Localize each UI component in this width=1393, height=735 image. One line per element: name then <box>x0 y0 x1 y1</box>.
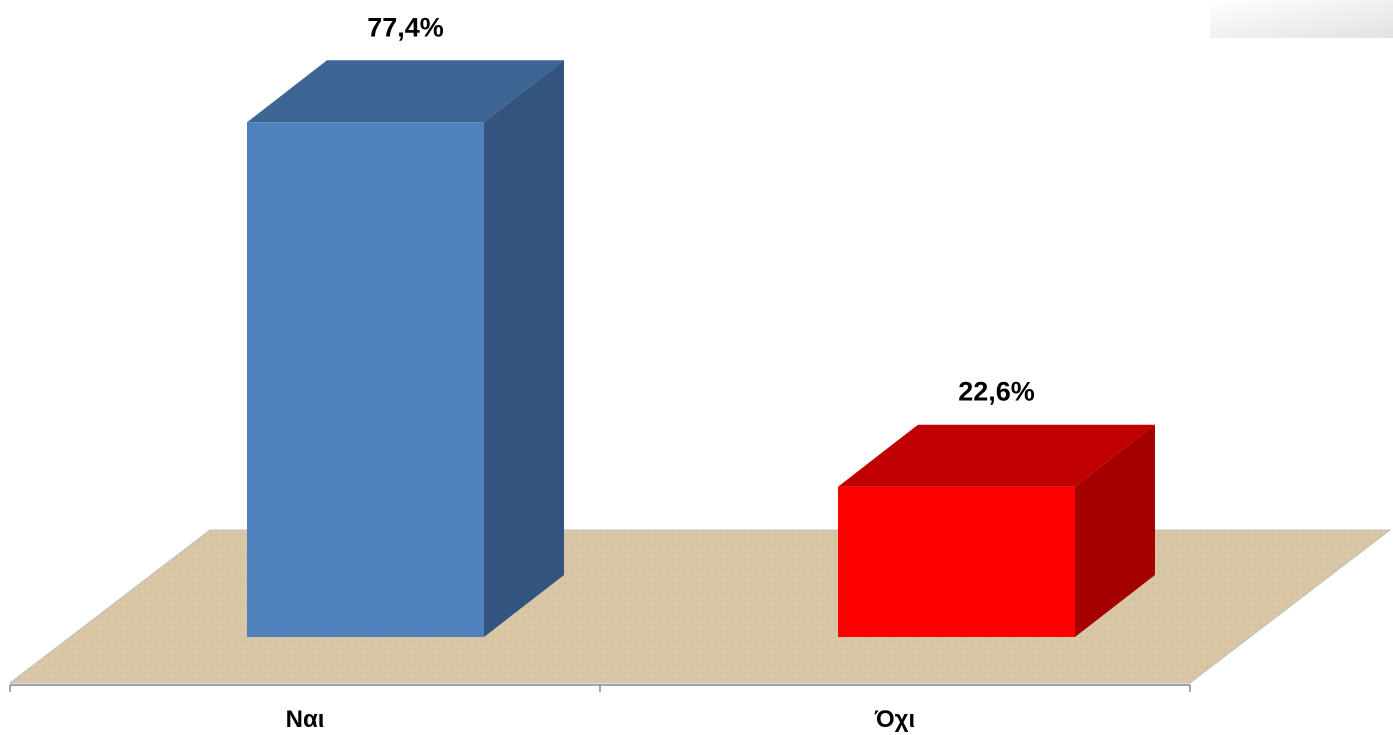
bar-side-face <box>1075 424 1155 637</box>
chart-floor <box>8 529 1392 684</box>
x-axis <box>9 684 1191 692</box>
data-label: 22,6% <box>958 377 1035 407</box>
bar-side-face <box>484 60 564 638</box>
bar-top-face <box>838 424 1155 487</box>
bar <box>838 424 1155 637</box>
x-tick-label: Ναι <box>286 706 325 733</box>
x-tick-labels: Ναι Όχι <box>286 706 916 733</box>
bar <box>247 60 564 638</box>
corner-decoration <box>1210 0 1393 38</box>
x-tick-label: Όχι <box>874 706 915 733</box>
data-label: 77,4% <box>367 12 444 42</box>
data-labels: 77,4% 22,6% <box>367 12 1035 406</box>
bar-top-face <box>247 60 564 123</box>
bar-front-face <box>838 486 1075 637</box>
bar-front-face <box>247 122 484 638</box>
bars <box>247 60 1155 638</box>
